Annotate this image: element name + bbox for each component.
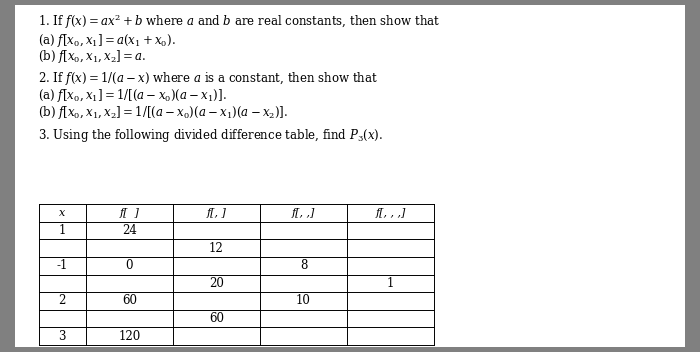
Text: f[, ,]: f[, ,] [292,208,315,218]
Text: 12: 12 [209,242,224,254]
Text: f[  ]: f[ ] [120,208,139,218]
Text: -1: -1 [57,259,68,272]
Text: 60: 60 [122,295,137,307]
Text: 20: 20 [209,277,224,290]
Text: 24: 24 [122,224,137,237]
FancyBboxPatch shape [15,5,685,347]
Text: f[, ]: f[, ] [206,208,226,218]
Text: (b) $f[x_0, x_1, x_2] = 1/[(a-x_0)(a-x_1)(a-x_2)]$.: (b) $f[x_0, x_1, x_2] = 1/[(a-x_0)(a-x_1… [38,104,288,121]
Text: 3. Using the following divided difference table, find $P_3(x)$.: 3. Using the following divided differenc… [38,127,384,144]
Text: 8: 8 [300,259,307,272]
Text: 3: 3 [59,330,66,342]
Text: 10: 10 [296,295,311,307]
Text: 1: 1 [387,277,394,290]
Text: f[, , ,]: f[, , ,] [375,208,406,218]
Text: 2. If $f(x) = 1/(a-x)$ where $a$ is a constant, then show that: 2. If $f(x) = 1/(a-x)$ where $a$ is a co… [38,70,379,87]
Text: (a) $f[x_0, x_1] = 1/[(a-x_0)(a-x_1)]$.: (a) $f[x_0, x_1] = 1/[(a-x_0)(a-x_1)]$. [38,87,228,104]
Text: 120: 120 [118,330,141,342]
Text: 1. If $f(x) = ax^2 + b$ where $a$ and $b$ are real constants, then show that: 1. If $f(x) = ax^2 + b$ where $a$ and $b… [38,12,441,31]
Text: 0: 0 [126,259,133,272]
Text: (a) $f[x_0, x_1] = a(x_1 + x_0)$.: (a) $f[x_0, x_1] = a(x_1 + x_0)$. [38,32,176,49]
Text: 2: 2 [59,295,66,307]
Text: 60: 60 [209,312,224,325]
Text: x: x [59,208,65,218]
Text: 1: 1 [59,224,66,237]
Text: (b) $f[x_0, x_1, x_2] = a$.: (b) $f[x_0, x_1, x_2] = a$. [38,48,147,64]
